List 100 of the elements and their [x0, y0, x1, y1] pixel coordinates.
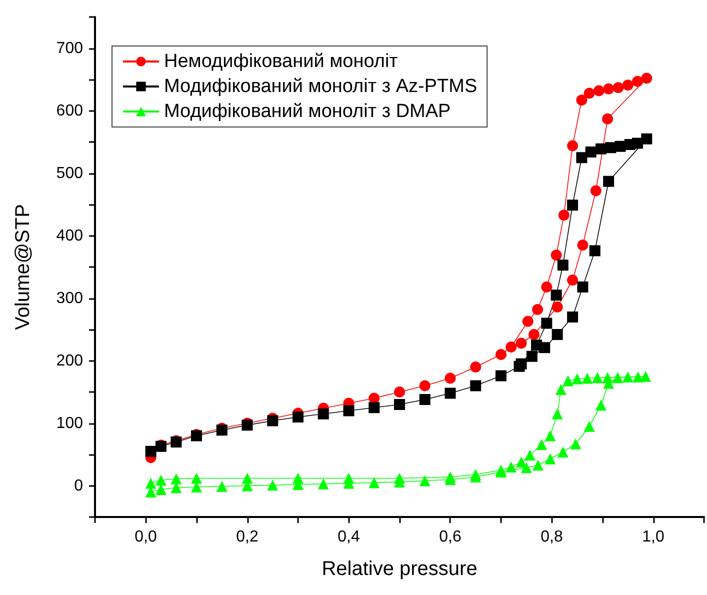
point — [343, 405, 354, 416]
point — [570, 438, 582, 450]
point — [145, 446, 156, 457]
point — [622, 80, 634, 91]
point — [524, 450, 536, 461]
point — [216, 480, 228, 492]
legend-label: Немодифікований моноліт — [164, 51, 398, 72]
point — [603, 176, 614, 187]
point — [576, 94, 588, 106]
point — [539, 342, 550, 354]
y-tick-label: 500 — [56, 164, 84, 182]
point — [541, 282, 552, 292]
point — [506, 462, 517, 472]
point — [602, 372, 614, 384]
point — [640, 370, 652, 382]
point — [191, 472, 202, 484]
point — [516, 358, 527, 370]
point — [419, 475, 430, 486]
point — [622, 372, 634, 382]
point — [368, 477, 380, 488]
point — [552, 329, 563, 340]
point — [550, 250, 562, 261]
point — [605, 142, 616, 154]
point — [318, 478, 329, 490]
point — [544, 453, 556, 464]
legend-label: Модифікований моноліт з DMAP — [164, 101, 451, 122]
point — [292, 412, 304, 422]
point — [582, 372, 593, 384]
point — [603, 83, 614, 94]
point — [576, 152, 588, 164]
point — [562, 375, 574, 386]
point — [470, 362, 482, 372]
point — [567, 140, 578, 152]
point — [567, 274, 578, 286]
y-tick-label: 400 — [56, 227, 84, 244]
point — [544, 430, 556, 442]
point — [155, 484, 166, 495]
point — [522, 316, 534, 327]
point — [145, 478, 156, 489]
point — [552, 302, 563, 312]
point — [528, 329, 540, 340]
point — [516, 338, 527, 349]
y-axis-title: Volume@STP — [12, 204, 34, 330]
point — [506, 342, 517, 352]
point — [267, 480, 278, 491]
point — [577, 282, 588, 292]
y-tick-label: 200 — [56, 352, 84, 370]
point — [555, 384, 566, 395]
point — [602, 113, 614, 124]
x-tick-label: 0,8 — [540, 528, 563, 546]
point — [419, 394, 430, 405]
point — [552, 408, 563, 420]
point — [593, 85, 604, 96]
x-tick-label: 0,2 — [236, 528, 258, 546]
y-tick-label: 600 — [56, 102, 84, 120]
point — [641, 72, 652, 84]
point — [558, 210, 570, 221]
point — [550, 290, 562, 301]
point — [444, 388, 456, 399]
point — [516, 456, 527, 468]
x-tick-label: 0,0 — [134, 528, 157, 546]
point — [557, 260, 568, 271]
point — [526, 350, 538, 362]
point — [496, 349, 506, 360]
y-tick-label: 100 — [56, 414, 84, 432]
point — [343, 472, 354, 484]
point — [318, 408, 329, 420]
point — [557, 446, 568, 458]
y-tick-label: 300 — [56, 290, 84, 307]
point — [532, 304, 544, 315]
point — [242, 472, 253, 484]
point — [541, 318, 552, 329]
point — [470, 380, 482, 392]
x-tick-label: 0,6 — [439, 528, 462, 546]
y-tick-label: 0 — [74, 477, 84, 494]
point — [394, 472, 405, 484]
legend-label: Модифікований моноліт з Az-PTMS — [164, 76, 478, 97]
point — [444, 372, 456, 384]
point — [444, 472, 456, 482]
point — [394, 399, 405, 410]
point — [532, 460, 544, 471]
point — [292, 472, 304, 484]
point — [595, 400, 606, 411]
point — [577, 240, 588, 251]
point — [592, 372, 603, 384]
point — [641, 133, 652, 144]
point — [419, 380, 430, 392]
point — [394, 386, 405, 398]
point — [612, 82, 624, 94]
point — [632, 76, 644, 87]
point — [590, 185, 602, 196]
point — [368, 402, 380, 414]
x-tick-label: 0,4 — [338, 528, 360, 546]
point — [536, 439, 548, 450]
y-tick-label: 700 — [56, 40, 84, 57]
point — [632, 372, 644, 382]
point — [589, 245, 600, 256]
x-tick-label: 1,0 — [642, 528, 664, 546]
point — [267, 415, 278, 426]
point — [496, 370, 506, 382]
